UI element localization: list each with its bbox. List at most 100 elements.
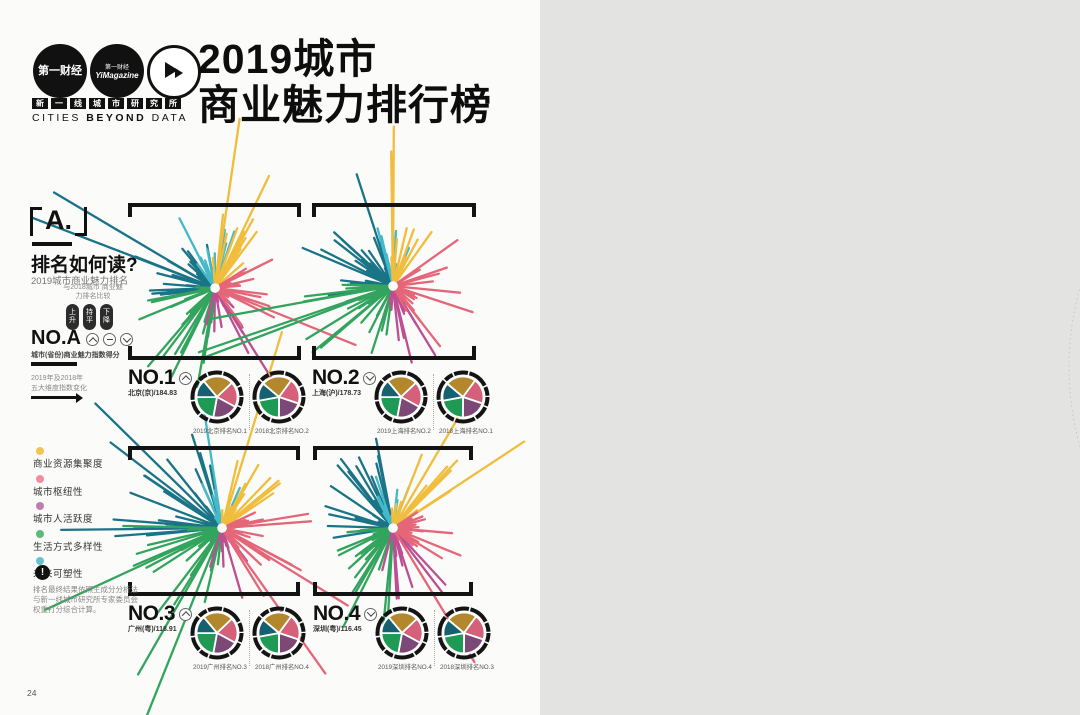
masthead-en: CITIES BEYOND DATA <box>32 112 189 124</box>
ranking-block: NO.3 广州(粤)/118.91 2019广州排名NO.3 2018广州排名NO.4 <box>128 602 313 692</box>
legend-label: 城市人活跃度 <box>33 514 94 525</box>
divider-rule <box>31 362 77 366</box>
chart-frame <box>128 203 301 217</box>
pie-chart: 2019深圳排名NO.4 <box>375 606 435 671</box>
trend-up-icon <box>86 333 99 346</box>
pie-chart: 2019广州排名NO.3 <box>190 606 250 671</box>
section-a-heading: 排名如何读? <box>31 255 138 276</box>
exclamation-icon: ! <box>35 565 50 580</box>
pie-chart: 2018北京排名NO.2 <box>252 370 312 435</box>
no-a-label: NO.A <box>31 327 81 349</box>
chart-frame <box>312 203 476 217</box>
legend-label: 生活方式多样性 <box>33 541 104 553</box>
page-left: 第一财经 第一财经 YiMagazine 新一线城市研究所 CITIES BEY… <box>0 0 540 715</box>
pie-chart: 2018上海排名NO.1 <box>436 370 496 435</box>
trend-down-icon <box>363 371 377 385</box>
title-line2: 商业魅力排行榜 <box>198 82 492 128</box>
masthead-char: 新 <box>32 98 48 109</box>
legend-label: 城市枢纽性 <box>33 486 84 498</box>
ranking-block: NO.4 深圳(粤)/116.45 2019深圳排名NO.4 2018深圳排名NO.3 <box>313 602 498 692</box>
page-number-left: 24 <box>27 688 37 698</box>
yimagazine-logo: 第一财经 YiMagazine <box>90 44 144 98</box>
bracket-right <box>75 207 87 237</box>
pie-chart-label: 2018深圳排名NO.3 <box>440 664 494 671</box>
play-icon <box>165 61 183 83</box>
masthead-char: 究 <box>146 98 162 109</box>
dotted-separator <box>433 374 434 430</box>
masthead-char: 城 <box>89 98 105 109</box>
yicai-logo: 第一财经 <box>33 44 87 98</box>
masthead-char: 研 <box>127 98 143 109</box>
pie-chart-label: 2019北京排名NO.1 <box>193 428 247 435</box>
rank-label: NO.4 <box>313 602 361 625</box>
trend-pill: 持平 <box>83 304 96 330</box>
no-a-description: 城市(省份)商业魅力指数得分 <box>31 352 120 359</box>
masthead-char: 所 <box>165 98 181 109</box>
ranking-block: NO.1 北京(京)/184.83 2019北京排名NO.1 2018北京排名NO.2 <box>128 366 313 456</box>
trend-flat-icon <box>103 333 116 346</box>
compare-note: 与2018城市 商业魅力排名比较 <box>63 284 123 300</box>
section-a-tag: A. <box>30 205 87 237</box>
masthead-char: 市 <box>108 98 124 109</box>
trend-down-icon <box>364 607 378 621</box>
legend-item: 城市枢纽性 <box>33 474 103 498</box>
legend-dot-icon <box>36 447 44 455</box>
chart-frame <box>312 346 476 360</box>
chart-frame <box>313 582 473 596</box>
legend-item: 城市人活跃度 <box>33 502 103 525</box>
trend-icons <box>86 333 133 346</box>
ranking-block: NO.2 上海(沪)/178.73 2019上海排名NO.2 2018上海排名NO.1 <box>312 366 497 456</box>
legend-label: 商业资源集聚度 <box>33 459 104 470</box>
trend-pill: 下降 <box>100 304 113 330</box>
page-right: 0.23 0.20 0.17 0.19 0.21 未来可塑性权重0.20创新氛围… <box>540 0 1080 715</box>
rank-label: NO.3 <box>128 602 176 625</box>
masthead-char: 一 <box>51 98 67 109</box>
pie-chart: 2018广州排名NO.4 <box>252 606 312 671</box>
trend-up-icon <box>179 607 193 621</box>
legend-item: 生活方式多样性 <box>33 529 104 553</box>
city-score: 上海(沪)/178.73 <box>312 390 362 397</box>
bracket-left <box>30 207 42 237</box>
legend-label: 未来可塑性 <box>33 569 84 580</box>
pie-chart-label: 2018北京排名NO.2 <box>255 428 309 435</box>
legend-item: 未来可塑性 <box>33 557 103 580</box>
pie-chart-label: 2019上海排名NO.2 <box>377 428 431 435</box>
legend-dot-icon <box>36 502 44 510</box>
title-line1: 2019城市 <box>198 36 378 82</box>
legend-dot-icon <box>36 557 44 565</box>
pie-chart-label: 2019深圳排名NO.4 <box>378 664 432 671</box>
rank-label: NO.1 <box>128 366 176 389</box>
radial-burst-charts <box>31 117 526 715</box>
play-icon-logo <box>147 45 201 99</box>
section-a-subheading: 2019城市商业魅力排名 <box>31 276 129 287</box>
pie-chart-label: 2018广州排名NO.4 <box>255 664 309 671</box>
methodology-footnote: 排名最终结果依照主成分分析法与新一线城市研究所专家委员会权重打分综合计算。 <box>33 585 138 614</box>
logo2-bottom-text: YiMagazine <box>95 71 139 80</box>
divider-bar <box>32 242 72 246</box>
chart-frame <box>128 346 301 360</box>
city-score: 广州(粤)/118.91 <box>128 626 177 633</box>
change-note: 2019年及2018年 五大维度指数变化 <box>31 375 87 392</box>
arrow-right-icon <box>31 393 83 402</box>
masthead-char: 线 <box>70 98 86 109</box>
rank-label: NO.2 <box>312 366 360 389</box>
pie-chart: 2019上海排名NO.2 <box>374 370 434 435</box>
dotted-separator <box>249 610 250 666</box>
legend-item: 商业资源集聚度 <box>33 447 103 470</box>
dotted-separator <box>249 374 250 430</box>
legend-dot-icon <box>36 529 44 538</box>
chart-frame <box>128 446 300 460</box>
trend-pill: 上升 <box>66 304 79 330</box>
logo2-top-text: 第一财经 <box>104 65 129 71</box>
pie-chart: 2019北京排名NO.1 <box>190 370 250 435</box>
page-title: 2019城市 商业魅力排行榜 <box>198 36 492 128</box>
pie-chart-label: 2018上海排名NO.1 <box>439 428 493 435</box>
dimension-legend: 商业资源集聚度 城市枢纽性城市人活跃度 生活方式多样性 未来可塑性 <box>33 447 103 585</box>
dotted-separator <box>434 610 435 666</box>
trend-down-icon <box>120 333 133 346</box>
city-score: 北京(京)/184.83 <box>128 390 178 397</box>
masthead-cn-chips: 新一线城市研究所 <box>32 98 181 109</box>
city-score: 深圳(粤)/116.45 <box>313 626 362 633</box>
trend-up-icon <box>179 371 193 385</box>
